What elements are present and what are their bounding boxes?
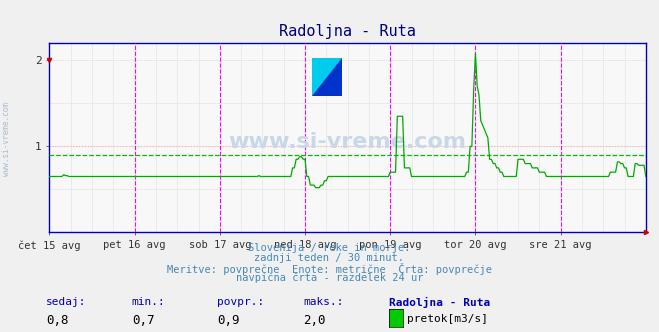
Text: sedaj:: sedaj: [46,297,86,307]
Text: www.si-vreme.com: www.si-vreme.com [229,131,467,152]
Text: 0,8: 0,8 [46,314,69,327]
Text: navpična črta - razdelek 24 ur: navpična črta - razdelek 24 ur [236,273,423,284]
Text: povpr.:: povpr.: [217,297,265,307]
Text: min.:: min.: [132,297,165,307]
Text: www.si-vreme.com: www.si-vreme.com [2,103,11,176]
Text: zadnji teden / 30 minut.: zadnji teden / 30 minut. [254,253,405,263]
Text: Meritve: povprečne  Enote: metrične  Črta: povprečje: Meritve: povprečne Enote: metrične Črta:… [167,263,492,275]
Text: Radoljna - Ruta: Radoljna - Ruta [389,297,490,308]
Polygon shape [312,58,341,96]
Text: maks.:: maks.: [303,297,343,307]
Polygon shape [312,58,341,96]
Text: 0,9: 0,9 [217,314,240,327]
Text: pretok[m3/s]: pretok[m3/s] [407,314,488,324]
Title: Radoljna - Ruta: Radoljna - Ruta [279,24,416,39]
Text: 2,0: 2,0 [303,314,326,327]
Text: 0,7: 0,7 [132,314,154,327]
Text: Slovenija / reke in morje.: Slovenija / reke in morje. [248,243,411,253]
